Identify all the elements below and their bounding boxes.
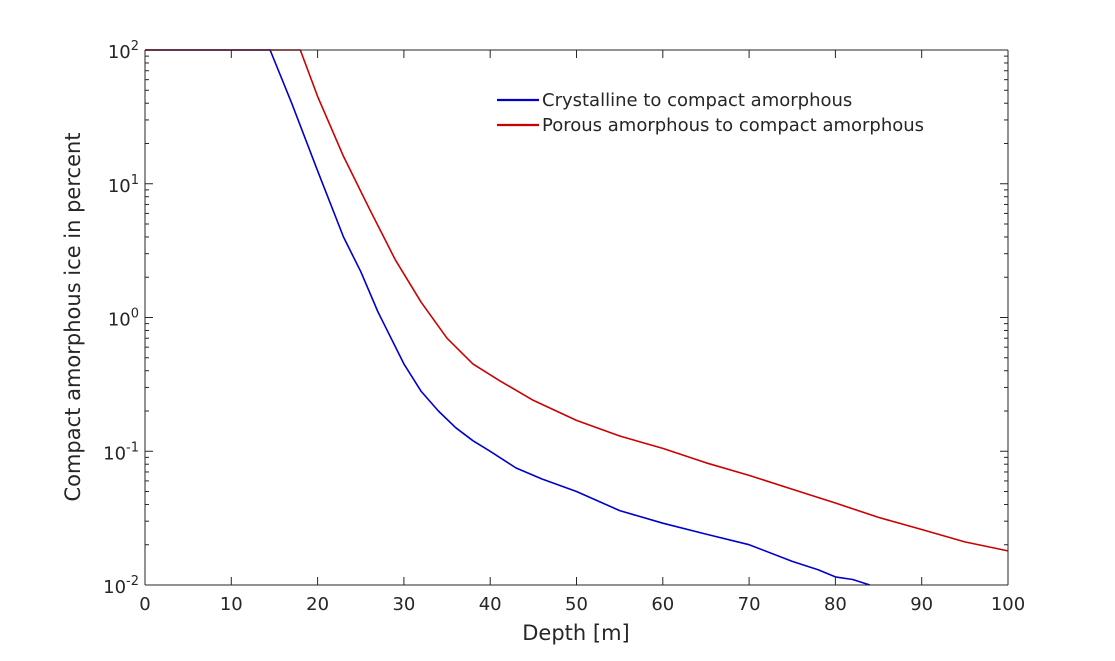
- series-line-1: [145, 49, 871, 586]
- axes-layer: 0 10 20 30 40 50 60 70 80 90 100 102 101 100 10-1 10-2: [103, 39, 1025, 615]
- legend-label-1: Crystalline to compact amorphous: [542, 90, 852, 111]
- plot-area: [145, 50, 1008, 585]
- x-tick-label: 50: [565, 594, 588, 615]
- x-tick-label: 70: [738, 594, 761, 615]
- y-tick-label: 102: [108, 39, 139, 63]
- x-tick-label: 80: [824, 594, 847, 615]
- x-tick-label: 40: [479, 594, 502, 615]
- x-tick-label: 20: [306, 594, 329, 615]
- series-layer: [145, 49, 1009, 586]
- y-tick-label: 10-1: [103, 440, 139, 464]
- x-tick-label: 10: [220, 594, 243, 615]
- legend-label-2: Porous amorphous to compact amorphous: [542, 115, 924, 136]
- x-tick-label: 100: [991, 594, 1025, 615]
- x-tick-label: 90: [910, 594, 933, 615]
- y-tick-label: 10-2: [103, 574, 139, 598]
- x-tick-label: 0: [139, 594, 150, 615]
- legend: Crystalline to compact amorphous Porous a…: [497, 90, 924, 136]
- x-tick-label: 60: [651, 594, 674, 615]
- series-line-2: [145, 49, 1009, 552]
- y-tick-label: 101: [108, 173, 139, 197]
- y-axis-label: Compact amorphous ice in percent: [61, 132, 85, 501]
- x-tick-label: 30: [392, 594, 415, 615]
- x-axis-label: Depth [m]: [522, 621, 629, 645]
- y-tick-label: 100: [108, 307, 139, 331]
